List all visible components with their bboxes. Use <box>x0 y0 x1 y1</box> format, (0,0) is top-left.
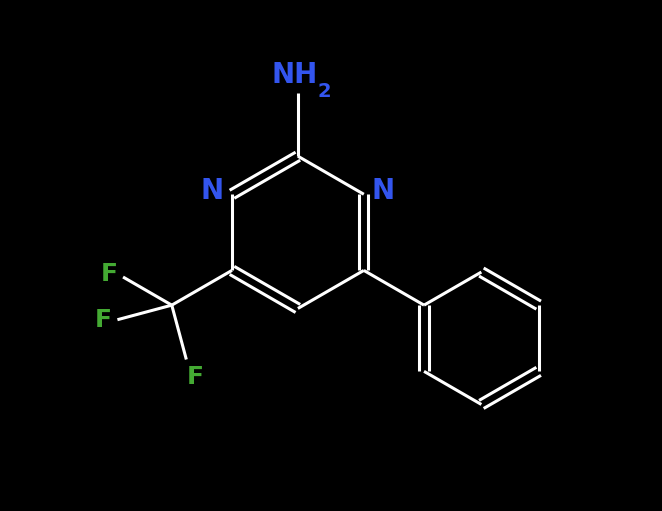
Text: 2: 2 <box>318 82 332 101</box>
Text: N: N <box>201 177 224 205</box>
Text: F: F <box>186 365 203 389</box>
Text: NH: NH <box>271 61 318 89</box>
Text: N: N <box>372 177 395 205</box>
Text: F: F <box>101 262 118 286</box>
Text: F: F <box>95 308 112 332</box>
